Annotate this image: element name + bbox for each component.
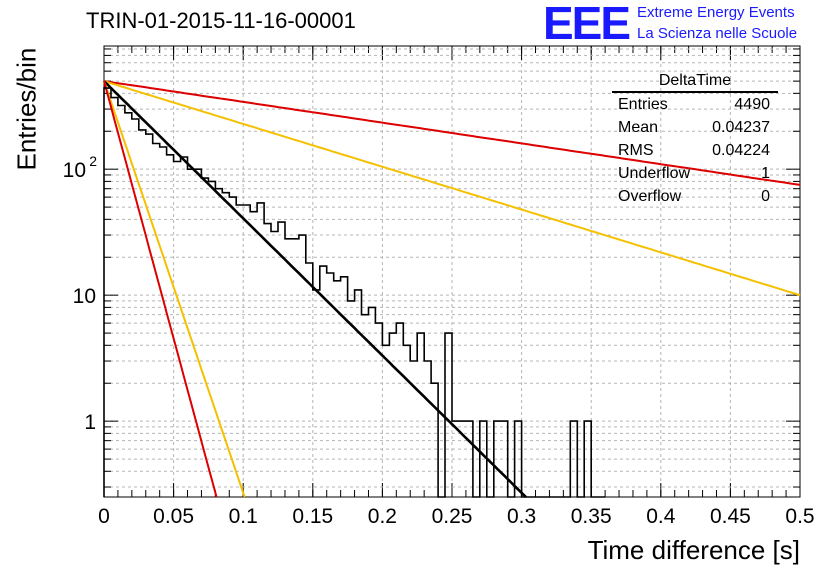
fit-curve-4 [103, 80, 246, 498]
histogram-outline [103, 87, 606, 498]
stats-row: RMS 0.04224 [612, 139, 778, 162]
stats-key: Overflow [618, 188, 682, 205]
fit-curve-2 [103, 80, 801, 297]
x-tick-label: 0.45 [710, 505, 751, 528]
y-axis-label: Entries/bin [11, 47, 42, 171]
stats-value: 0.04224 [712, 142, 770, 159]
chart-title: TRIN-01-2015-11-16-00001 [86, 8, 356, 33]
stats-key: Entries [618, 96, 668, 113]
y-tick-label: 10 [63, 159, 86, 182]
x-tick-label: 0.05 [153, 505, 194, 528]
stats-value: 1 [761, 165, 770, 182]
stats-title: DeltaTime [612, 72, 778, 93]
stats-key: RMS [618, 142, 654, 159]
x-tick-label: 0.35 [571, 505, 612, 528]
logo-line-1: Extreme Energy Events [637, 4, 795, 21]
x-tick-label: 0.3 [507, 505, 536, 528]
y-tick-label-exponent: 2 [89, 153, 97, 169]
x-tick-label: 0.4 [646, 505, 676, 528]
x-tick-label: 0.1 [229, 505, 258, 528]
y-tick-label: 1 [84, 411, 96, 434]
x-tick-label: 0.5 [785, 505, 814, 528]
stats-value: 0.04237 [712, 119, 770, 136]
stats-key: Mean [618, 119, 659, 136]
logo-line-2: La Scienza nelle Scuole [637, 25, 798, 42]
y-tick-label: 10 [73, 285, 96, 308]
x-axis-label: Time difference [s] [587, 535, 800, 565]
stats-key: Underflow [618, 165, 691, 182]
stats-row: Mean 0.04237 [612, 116, 778, 139]
fit-curve-1 [103, 80, 801, 186]
eee-logo: EEE [543, 0, 631, 49]
stats-value: 0 [761, 188, 770, 205]
fit-curve-5 [103, 80, 218, 498]
x-tick-label: 0 [98, 505, 110, 528]
stats-box: DeltaTime Entries 4490 Mean 0.04237 RMS … [612, 72, 778, 208]
x-tick-label: 0.15 [292, 505, 333, 528]
stats-row: Overflow 0 [612, 185, 778, 208]
stats-row: Entries 4490 [612, 93, 778, 116]
stats-row: Underflow 1 [612, 162, 778, 185]
stats-value: 4490 [734, 96, 770, 113]
x-tick-label: 0.2 [368, 505, 397, 528]
x-tick-label: 0.25 [432, 505, 473, 528]
